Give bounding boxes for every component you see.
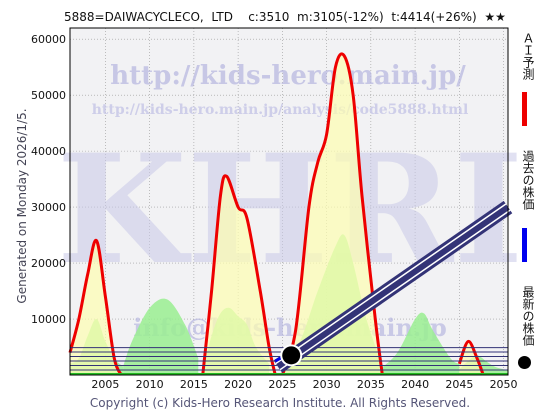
x-tick-label: 2050 bbox=[490, 378, 518, 391]
legend-past: 過去の株価 bbox=[521, 150, 535, 210]
current-price: c:3510 bbox=[248, 10, 290, 24]
legend-ai-swatch bbox=[522, 92, 527, 126]
y-axis-ticks: 10000 20000 30000 40000 50000 60000 bbox=[31, 33, 66, 326]
ticker: 5888=DAIWACYCLECO, LTD bbox=[64, 10, 233, 24]
trend-band-inner bbox=[276, 204, 510, 370]
ai-prediction-series bbox=[68, 52, 485, 376]
watermark-logo: KHRI bbox=[57, 122, 524, 298]
y-tick-label: 30000 bbox=[31, 201, 66, 214]
y-tick-label: 40000 bbox=[31, 145, 66, 158]
x-tick-label: 2045 bbox=[445, 378, 473, 391]
legend-latest: 最新の株価 bbox=[521, 286, 535, 346]
x-axis-ticks: 2005 2010 2015 2020 2025 2030 2035 2040 2045 2050 bbox=[91, 378, 517, 391]
watermark-url-main: http://kids-hero.main.jp/ bbox=[110, 61, 466, 91]
mean-price: m:3105(-12%) bbox=[297, 10, 384, 24]
ai-line-segment bbox=[280, 52, 384, 376]
grid-lines bbox=[70, 28, 508, 375]
watermark: http://kids-hero.main.jp/ http://kids-he… bbox=[57, 61, 524, 342]
chart-title: 5888=DAIWACYCLECO, LTD c:3510 m:3105(-12… bbox=[64, 10, 506, 24]
rating-stars: ★★ bbox=[484, 10, 506, 24]
plot-background bbox=[69, 27, 509, 376]
x-tick-label: 2025 bbox=[268, 378, 296, 391]
trend-band bbox=[273, 200, 513, 373]
x-tick-label: 2020 bbox=[224, 378, 252, 391]
latest-price-dot bbox=[282, 346, 301, 365]
ai-fill-segment bbox=[70, 240, 122, 375]
y-tick-label: 10000 bbox=[31, 313, 66, 326]
ai-line-segment bbox=[68, 239, 123, 376]
x-tick-label: 2030 bbox=[313, 378, 341, 391]
generated-date: Generated on Monday 2026/1/5. bbox=[15, 108, 29, 304]
ai-fill-segment bbox=[282, 53, 383, 375]
plot-frame bbox=[69, 27, 509, 376]
target-price: t:4414(+26%) bbox=[391, 10, 477, 24]
green-area-segment bbox=[123, 298, 199, 375]
x-tick-label: 2035 bbox=[357, 378, 385, 391]
ai-line-segment bbox=[201, 174, 277, 376]
watermark-url-page: http://kids-hero.main.jp/analysis/code58… bbox=[92, 102, 469, 118]
x-tick-label: 2010 bbox=[136, 378, 164, 391]
latest-price-marker bbox=[280, 344, 303, 367]
green-area-segment bbox=[379, 312, 460, 375]
legend-latest-swatch bbox=[518, 356, 531, 369]
legend-past-swatch bbox=[522, 228, 527, 262]
x-tick-label: 2040 bbox=[401, 378, 429, 391]
y-tick-label: 20000 bbox=[31, 257, 66, 270]
x-tick-label: 2015 bbox=[180, 378, 208, 391]
y-tick-label: 50000 bbox=[31, 89, 66, 102]
x-tick-label: 2005 bbox=[91, 378, 119, 391]
copyright-footer: Copyright (c) Kids-Hero Research Institu… bbox=[89, 396, 471, 410]
y-tick-label: 60000 bbox=[31, 33, 66, 46]
legend-ai: ＡＩ予測 bbox=[521, 32, 535, 80]
ai-fill-segment bbox=[202, 175, 276, 375]
